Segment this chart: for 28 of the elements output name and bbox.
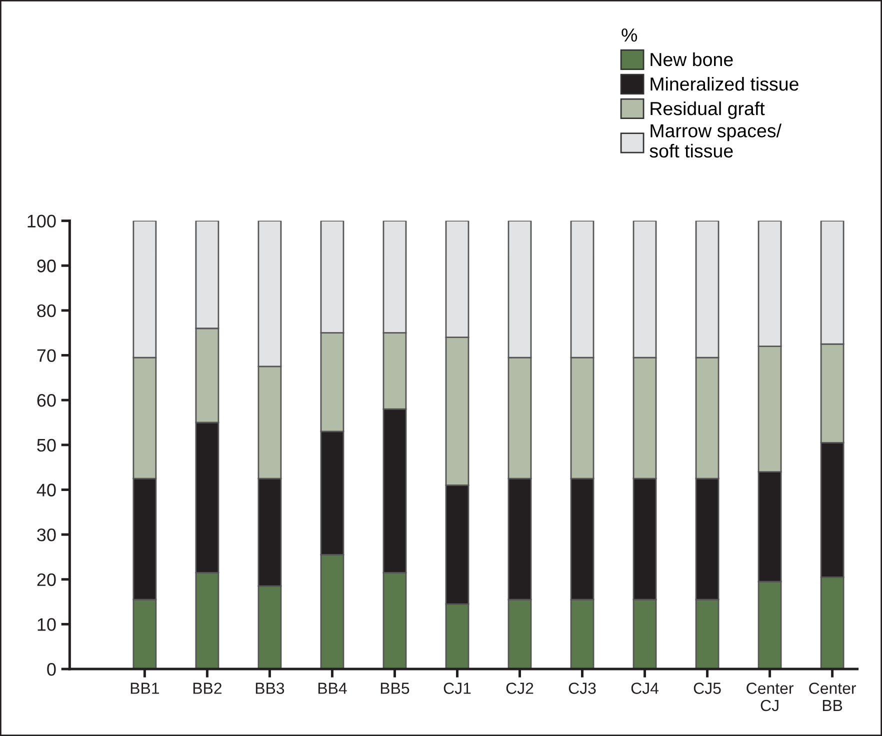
y-tick-label: 80 (37, 304, 56, 318)
y-tick-label: 90 (37, 260, 56, 272)
y-tick-label: 100 (28, 214, 56, 228)
x-tick-label: CJ4 (631, 682, 659, 694)
x-tick-label: BB4 (318, 682, 347, 694)
legend-label: Mineralized tissue (650, 76, 798, 91)
x-tick-label: CJ1 (444, 682, 471, 694)
x-tick-label: CJ3 (568, 682, 596, 694)
y-tick-label: 70 (37, 349, 56, 362)
x-tick-label: BB2 (193, 682, 222, 694)
x-tick-label: CJ2 (506, 682, 534, 694)
legend-label: Marrow spaces/ soft tissue (650, 124, 782, 158)
x-tick-label: CJ5 (694, 682, 721, 694)
y-tick-label: 10 (38, 618, 56, 631)
y-tick-label: 0 (47, 662, 56, 676)
x-tick-label: BB3 (256, 682, 284, 694)
x-tick-label: Center CJ (746, 682, 794, 712)
y-tick-label: 50 (37, 438, 56, 452)
x-tick-label: BB1 (130, 682, 160, 694)
y-tick-label: 40 (36, 484, 56, 496)
legend-title: % (622, 28, 638, 42)
y-tick-label: 20 (37, 573, 56, 586)
y-tick-label: 30 (37, 528, 56, 542)
x-tick-label: Center BB (809, 682, 856, 711)
y-tick-label: 60 (37, 394, 56, 407)
legend-label: New bone (650, 52, 733, 66)
x-tick-label: BB5 (380, 682, 410, 694)
legend-label: Residual graft (650, 101, 765, 119)
